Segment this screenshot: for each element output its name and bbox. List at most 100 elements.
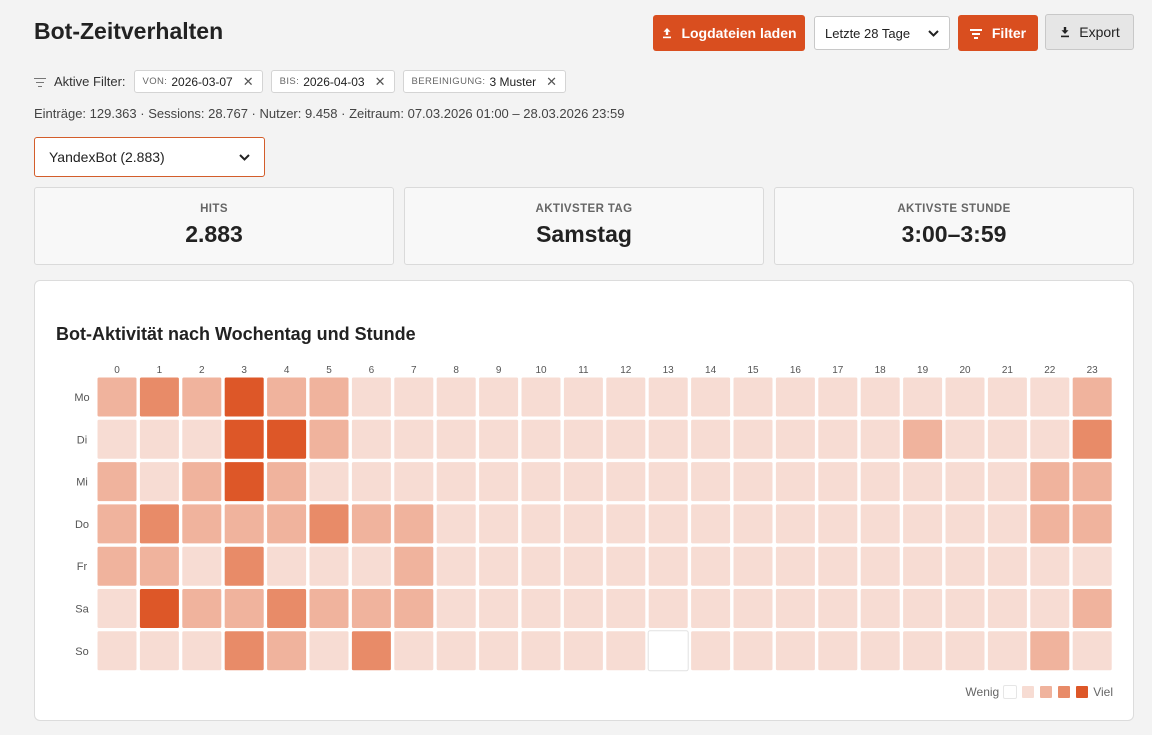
heatmap-cell[interactable] [393, 503, 435, 545]
heatmap-cell[interactable] [478, 418, 520, 460]
heatmap-cell[interactable] [520, 503, 562, 545]
heatmap-cell[interactable] [902, 545, 944, 587]
heatmap-cell[interactable] [690, 376, 732, 418]
heatmap-cell[interactable] [817, 545, 859, 587]
heatmap-cell[interactable] [350, 630, 392, 672]
heatmap-cell[interactable] [986, 418, 1028, 460]
heatmap-cell[interactable] [859, 461, 901, 503]
heatmap-cell[interactable] [520, 545, 562, 587]
heatmap-cell[interactable] [902, 588, 944, 629]
heatmap-cell[interactable] [902, 418, 944, 460]
heatmap-cell[interactable] [986, 376, 1028, 418]
heatmap-cell[interactable] [690, 503, 732, 545]
heatmap-cell[interactable] [562, 418, 604, 460]
heatmap-cell[interactable] [944, 545, 986, 587]
heatmap-cell[interactable] [647, 461, 689, 503]
heatmap-cell[interactable] [774, 461, 816, 503]
heatmap-cell[interactable] [96, 545, 138, 587]
heatmap-cell[interactable] [266, 376, 308, 418]
heatmap-cell[interactable] [605, 588, 647, 629]
heatmap-cell[interactable] [266, 418, 308, 460]
heatmap-cell[interactable] [223, 461, 265, 503]
heatmap-cell[interactable] [986, 461, 1028, 503]
heatmap-cell[interactable] [986, 630, 1028, 672]
heatmap-cell[interactable] [605, 503, 647, 545]
heatmap-cell[interactable] [690, 588, 732, 629]
heatmap-cell[interactable] [223, 588, 265, 629]
heatmap-cell[interactable] [478, 461, 520, 503]
heatmap-cell[interactable] [817, 461, 859, 503]
heatmap-cell[interactable] [138, 503, 180, 545]
heatmap-cell[interactable] [1071, 418, 1113, 460]
heatmap-cell[interactable] [181, 503, 223, 545]
heatmap-cell[interactable] [393, 418, 435, 460]
heatmap-cell[interactable] [944, 503, 986, 545]
heatmap-cell[interactable] [138, 630, 180, 672]
heatmap-cell[interactable] [605, 418, 647, 460]
close-icon[interactable]: ✕ [242, 73, 254, 89]
heatmap-cell[interactable] [859, 376, 901, 418]
heatmap-cell[interactable] [944, 461, 986, 503]
bot-select[interactable]: YandexBot (2.883) [34, 137, 265, 177]
heatmap-cell[interactable] [986, 503, 1028, 545]
heatmap-cell[interactable] [944, 630, 986, 672]
heatmap-cell[interactable] [690, 630, 732, 672]
filter-chip-from[interactable]: VON: 2026-03-07 ✕ [133, 70, 263, 93]
heatmap-cell[interactable] [181, 545, 223, 587]
heatmap-cell[interactable] [478, 376, 520, 418]
heatmap-cell[interactable] [138, 418, 180, 460]
heatmap-cell[interactable] [181, 418, 223, 460]
heatmap-cell[interactable] [1029, 503, 1071, 545]
heatmap-cell[interactable] [435, 461, 477, 503]
heatmap-cell[interactable] [350, 545, 392, 587]
heatmap-cell[interactable] [859, 418, 901, 460]
heatmap-cell[interactable] [605, 545, 647, 587]
heatmap-cell[interactable] [308, 588, 350, 629]
heatmap-cell[interactable] [266, 630, 308, 672]
heatmap-cell[interactable] [478, 588, 520, 629]
heatmap-cell[interactable] [350, 588, 392, 629]
heatmap-cell[interactable] [393, 376, 435, 418]
heatmap-cell[interactable] [817, 418, 859, 460]
heatmap-cell[interactable] [520, 418, 562, 460]
heatmap-cell[interactable] [562, 376, 604, 418]
heatmap-cell[interactable] [308, 376, 350, 418]
heatmap-cell[interactable] [1029, 588, 1071, 629]
heatmap-cell[interactable] [859, 545, 901, 587]
heatmap-cell[interactable] [478, 545, 520, 587]
heatmap-cell[interactable] [520, 461, 562, 503]
heatmap-cell[interactable] [1071, 461, 1113, 503]
heatmap-cell[interactable] [944, 418, 986, 460]
heatmap-cell[interactable] [138, 545, 180, 587]
heatmap-cell[interactable] [817, 376, 859, 418]
heatmap-cell[interactable] [223, 503, 265, 545]
heatmap-cell[interactable] [774, 588, 816, 629]
heatmap-cell[interactable] [266, 503, 308, 545]
heatmap-cell[interactable] [223, 418, 265, 460]
heatmap-cell[interactable] [647, 630, 689, 672]
heatmap-cell[interactable] [944, 588, 986, 629]
heatmap-cell[interactable] [562, 503, 604, 545]
heatmap-cell[interactable] [223, 545, 265, 587]
heatmap-cell[interactable] [96, 376, 138, 418]
heatmap-cell[interactable] [96, 630, 138, 672]
heatmap-cell[interactable] [562, 545, 604, 587]
heatmap-cell[interactable] [1029, 545, 1071, 587]
heatmap-cell[interactable] [986, 545, 1028, 587]
heatmap-cell[interactable] [944, 376, 986, 418]
heatmap-cell[interactable] [223, 376, 265, 418]
heatmap-cell[interactable] [350, 503, 392, 545]
heatmap-cell[interactable] [1029, 630, 1071, 672]
heatmap-cell[interactable] [690, 418, 732, 460]
heatmap-cell[interactable] [435, 630, 477, 672]
heatmap-cell[interactable] [223, 630, 265, 672]
close-icon[interactable]: ✕ [546, 73, 558, 89]
heatmap-cell[interactable] [562, 588, 604, 629]
heatmap-cell[interactable] [181, 376, 223, 418]
heatmap-cell[interactable] [774, 503, 816, 545]
heatmap-cell[interactable] [605, 630, 647, 672]
heatmap-cell[interactable] [859, 503, 901, 545]
heatmap-cell[interactable] [732, 461, 774, 503]
heatmap-cell[interactable] [647, 376, 689, 418]
heatmap-cell[interactable] [181, 630, 223, 672]
